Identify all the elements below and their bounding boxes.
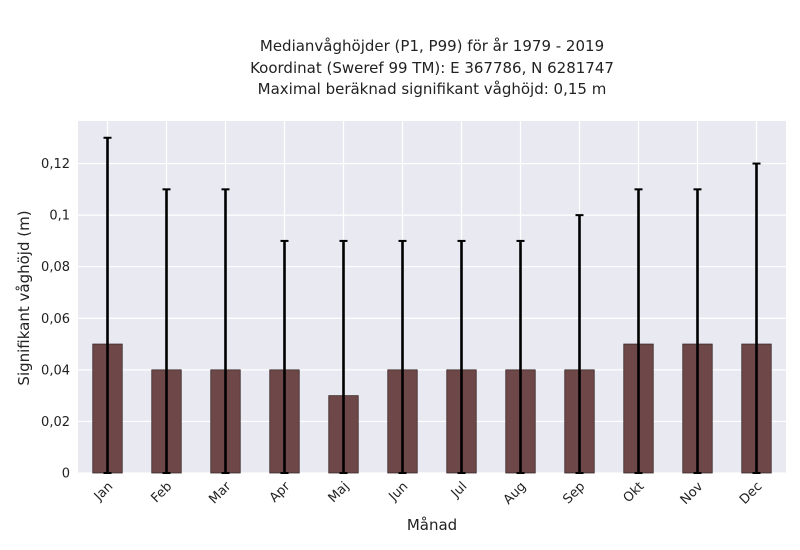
y-tick-label: 0,1 bbox=[49, 209, 70, 224]
error-bar-jul bbox=[457, 239, 466, 474]
error-bar-dec bbox=[752, 162, 761, 474]
x-tick-label: Dec bbox=[737, 479, 765, 507]
x-tick-label: Feb bbox=[148, 479, 175, 506]
y-tick-label: 0,04 bbox=[41, 363, 70, 378]
x-tick-label: Jul bbox=[448, 479, 470, 501]
plot-area bbox=[78, 121, 786, 473]
y-tick-label: 0 bbox=[62, 467, 70, 482]
y-tick-labels: 0 0,02 0,04 0,06 0,08 0,1 0,12 bbox=[41, 157, 70, 481]
x-tick-label: Jun bbox=[386, 479, 412, 505]
x-tick-label: Nov bbox=[678, 479, 707, 508]
error-bar-maj bbox=[339, 239, 348, 474]
error-bar-okt bbox=[634, 188, 643, 474]
error-bar-nov bbox=[693, 188, 702, 474]
y-tick-label: 0,08 bbox=[41, 260, 70, 275]
y-axis-label: Signifikant våghöjd (m) bbox=[15, 210, 33, 385]
error-bars bbox=[103, 136, 761, 474]
error-bar-jun bbox=[398, 239, 407, 474]
error-bar-apr bbox=[280, 239, 289, 474]
title-line-3: Maximal beräknad signifikant våghöjd: 0,… bbox=[258, 80, 607, 98]
x-tick-labels: Jan Feb Mar Apr Maj Jun Jul Aug Sep Okt Nov Dec bbox=[91, 479, 765, 508]
x-tick-label: Apr bbox=[267, 479, 294, 506]
y-tick-label: 0,12 bbox=[41, 157, 70, 172]
error-bar-sep bbox=[575, 214, 584, 474]
x-tick-label: Jan bbox=[91, 479, 116, 504]
y-tick-label: 0,02 bbox=[41, 415, 70, 430]
x-tick-label: Maj bbox=[326, 479, 353, 506]
error-bar-jan bbox=[103, 136, 112, 474]
x-tick-label: Okt bbox=[621, 479, 648, 506]
y-gridlines bbox=[78, 162, 786, 474]
title-line-1: Medianvåghöjder (P1, P99) för år 1979 - … bbox=[260, 37, 604, 55]
x-tick-label: Sep bbox=[560, 479, 588, 507]
x-tick-label: Aug bbox=[501, 479, 530, 508]
chart-title: Medianvåghöjder (P1, P99) för år 1979 - … bbox=[250, 37, 614, 98]
error-bar-aug bbox=[516, 239, 525, 474]
y-tick-label: 0,06 bbox=[41, 312, 70, 327]
error-bar-feb bbox=[162, 188, 171, 474]
title-line-2: Koordinat (Sweref 99 TM): E 367786, N 62… bbox=[250, 59, 614, 77]
x-tick-label: Mar bbox=[206, 479, 234, 507]
error-bar-mar bbox=[221, 188, 230, 474]
x-axis-label: Månad bbox=[407, 516, 457, 534]
